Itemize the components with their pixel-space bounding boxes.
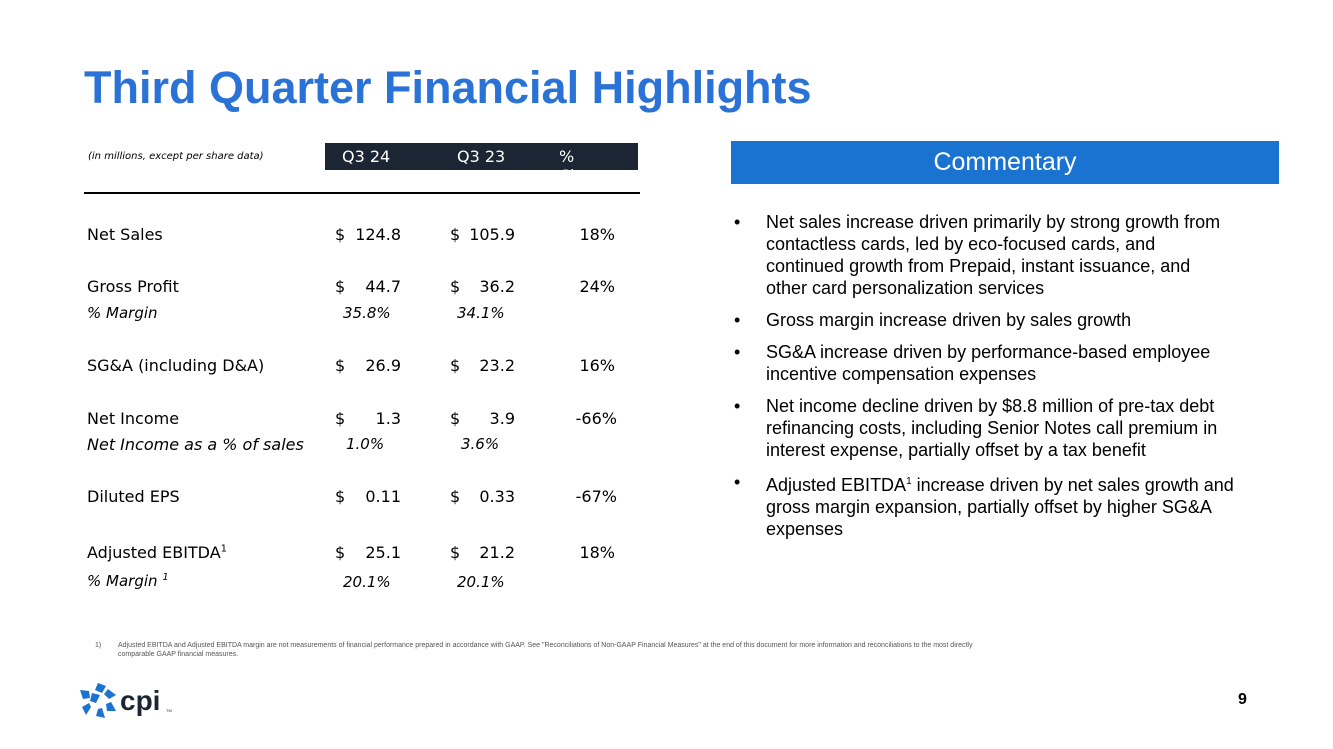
commentary-bullet: Gross margin increase driven by sales gr…: [734, 309, 1234, 331]
row-label: Gross Profit: [87, 277, 179, 296]
footnote-text: Adjusted EBITDA and Adjusted EBITDA marg…: [118, 642, 973, 658]
row-label: Net Sales: [87, 225, 163, 244]
commentary-bullet: Adjusted EBITDA1 increase driven by net …: [734, 471, 1234, 540]
col-header-q3-24: Q3 24: [342, 147, 391, 166]
margin-q3-23: 3.6%: [461, 435, 500, 453]
margin-q3-23: 34.1%: [457, 304, 505, 322]
bullet-text-post: increase driven by net sales growth and …: [766, 475, 1234, 539]
row-label-text: Adjusted EBITDA: [87, 543, 221, 562]
value-change: -67%: [575, 487, 617, 506]
value-change: 18%: [579, 225, 615, 244]
row-label: Diluted EPS: [87, 487, 180, 506]
value-q3-24: 124.8: [355, 225, 401, 244]
footnote-ref: 1: [162, 572, 169, 583]
currency-symbol: $: [450, 543, 461, 562]
row-label: SG&A (including D&A): [87, 356, 265, 375]
value-q3-23: 23.2: [479, 356, 515, 375]
margin-q3-24: 20.1%: [343, 573, 391, 591]
footnote: 1) Adjusted EBITDA and Adjusted EBITDA m…: [95, 641, 975, 659]
margin-q3-24: 35.8%: [343, 304, 391, 322]
financial-table: (in millions, except per share data) Q3 …: [84, 0, 640, 600]
currency-symbol: $: [450, 409, 461, 428]
currency-symbol: $: [335, 277, 346, 296]
currency-symbol: $: [450, 356, 461, 375]
commentary-bullet: Net income decline driven by $8.8 millio…: [734, 395, 1234, 461]
value-q3-24: 25.1: [365, 543, 401, 562]
margin-label: % Margin 1: [87, 572, 169, 590]
cpi-logo: cpi TM: [80, 683, 172, 718]
currency-symbol: $: [450, 225, 461, 244]
value-q3-23: 105.9: [469, 225, 515, 244]
value-change: 16%: [579, 356, 615, 375]
margin-label: % Margin: [87, 304, 158, 322]
commentary-bullet: Net sales increase driven primarily by s…: [734, 211, 1234, 299]
value-q3-23: 36.2: [479, 277, 515, 296]
logo-tm: TM: [166, 708, 172, 713]
col-header-q3-23: Q3 23: [457, 147, 506, 166]
value-q3-23: 21.2: [479, 543, 515, 562]
value-q3-24: 1.3: [375, 409, 401, 428]
currency-symbol: $: [335, 356, 346, 375]
value-change: 24%: [579, 277, 615, 296]
col-header-change: % Change: [559, 147, 621, 185]
footnote-ref: 1: [220, 543, 228, 555]
margin-label: Net Income as a % of sales: [87, 435, 304, 454]
currency-symbol: $: [450, 277, 461, 296]
footnote-ref: 1: [906, 476, 912, 487]
bullet-text-pre: Adjusted EBITDA: [766, 475, 907, 495]
commentary-bullet: SG&A increase driven by performance-base…: [734, 341, 1234, 385]
value-q3-24: 0.11: [365, 487, 401, 506]
logo-text: cpi: [120, 685, 160, 716]
page-title: Third Quarter Financial Highlights: [84, 62, 812, 113]
commentary-header: Commentary: [731, 141, 1279, 184]
currency-symbol: $: [450, 487, 461, 506]
commentary-list: Net sales increase driven primarily by s…: [734, 211, 1234, 550]
margin-q3-23: 20.1%: [457, 573, 505, 591]
currency-symbol: $: [335, 225, 346, 244]
value-change: -66%: [575, 409, 617, 428]
table-header: Q3 24 Q3 23 % Change: [325, 143, 638, 185]
row-label: Net Income: [87, 409, 180, 428]
row-label: Adjusted EBITDA1: [87, 543, 227, 562]
value-q3-23: 3.9: [489, 409, 515, 428]
cpi-logo-icon: [80, 683, 116, 718]
value-change: 18%: [579, 543, 615, 562]
margin-q3-24: 1.0%: [346, 435, 385, 453]
currency-symbol: $: [335, 487, 346, 506]
value-q3-23: 0.33: [479, 487, 515, 506]
header-rule: [84, 192, 640, 194]
currency-symbol: $: [335, 543, 346, 562]
value-q3-24: 26.9: [365, 356, 401, 375]
footnote-marker: 1): [95, 642, 102, 649]
units-note: (in millions, except per share data): [88, 151, 264, 162]
margin-label-text: % Margin: [87, 572, 158, 590]
currency-symbol: $: [335, 409, 346, 428]
page-number: 9: [1238, 691, 1247, 708]
value-q3-24: 44.7: [365, 277, 401, 296]
